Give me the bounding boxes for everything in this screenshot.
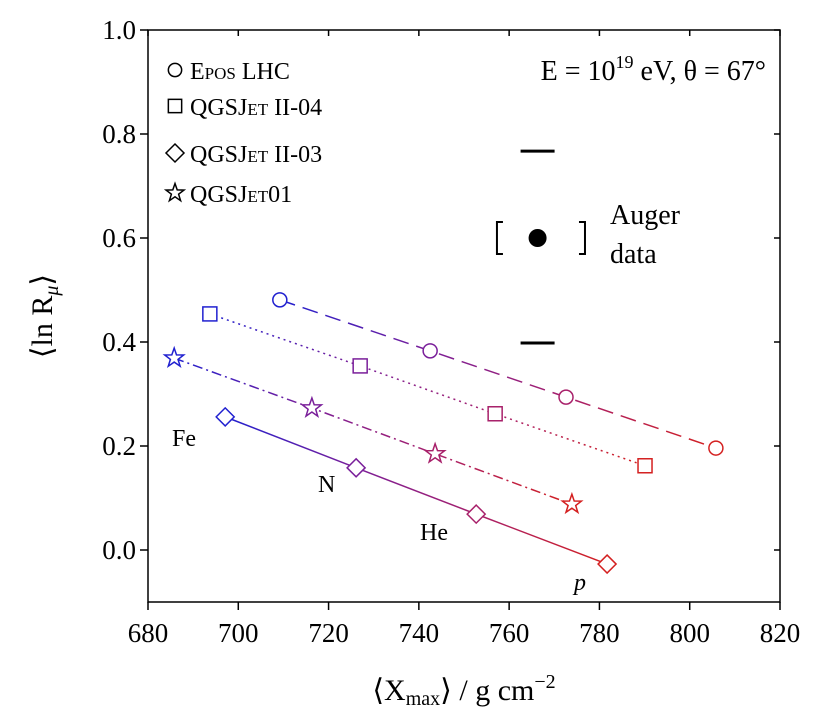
- y-tick-label: 0.8: [102, 119, 136, 149]
- auger-label: Auger: [610, 200, 681, 231]
- y-axis-label: ⟨ln Rμ⟩: [26, 274, 63, 358]
- sys-bracket: [495, 221, 503, 255]
- legend-marker: [167, 98, 183, 114]
- x-tick-label: 780: [579, 618, 620, 648]
- series-line: [224, 416, 608, 565]
- y-tick-label: 0.2: [102, 431, 136, 461]
- marker: [560, 491, 584, 515]
- y-tick-label: 0.4: [102, 327, 136, 357]
- x-axis-label: ⟨Xmax⟩ / g cm−2: [372, 671, 555, 710]
- auger-point: [528, 229, 547, 247]
- marker: [708, 440, 724, 456]
- y-tick-label: 1.0: [102, 15, 136, 45]
- y-tick-label: 0.0: [102, 535, 136, 565]
- marker: [202, 306, 218, 322]
- legend-label: QGSJet II-03: [190, 142, 322, 168]
- marker: [423, 441, 447, 464]
- marker: [637, 458, 653, 474]
- annotation: p: [572, 570, 586, 596]
- marker: [162, 345, 186, 369]
- series-line: [209, 313, 646, 467]
- condition-label: E = 1019 eV, θ = 67°: [541, 52, 766, 87]
- marker: [487, 406, 503, 422]
- marker: [466, 504, 487, 525]
- x-tick-label: 720: [308, 618, 349, 648]
- annotation: He: [420, 520, 448, 546]
- marker: [272, 292, 288, 308]
- marker: [352, 358, 368, 374]
- series-line: [173, 357, 573, 505]
- x-tick-label: 680: [128, 618, 169, 648]
- marker: [346, 457, 367, 478]
- plot-frame: [147, 29, 781, 603]
- x-tick-label: 740: [399, 618, 440, 648]
- legend-label: QGSJet II-04: [190, 95, 322, 121]
- x-tick-label: 760: [489, 618, 530, 648]
- annotation: N: [318, 472, 335, 498]
- legend-marker: [167, 62, 183, 78]
- x-tick-label: 700: [218, 618, 259, 648]
- marker: [300, 395, 324, 418]
- auger-label: data: [610, 239, 657, 270]
- legend-marker: [163, 181, 187, 203]
- x-tick-label: 820: [760, 618, 801, 648]
- sys-bracket: [578, 221, 586, 255]
- legend-marker: [164, 142, 186, 164]
- marker: [597, 553, 618, 575]
- y-tick-label: 0.6: [102, 223, 136, 253]
- marker: [215, 406, 236, 427]
- legend-label: QGSJet01: [190, 182, 292, 208]
- annotation: Fe: [172, 426, 196, 452]
- marker: [558, 389, 574, 405]
- marker: [422, 343, 438, 359]
- legend-label: Epos LHC: [190, 59, 290, 85]
- x-tick-label: 800: [669, 618, 710, 648]
- series-line: [279, 299, 717, 449]
